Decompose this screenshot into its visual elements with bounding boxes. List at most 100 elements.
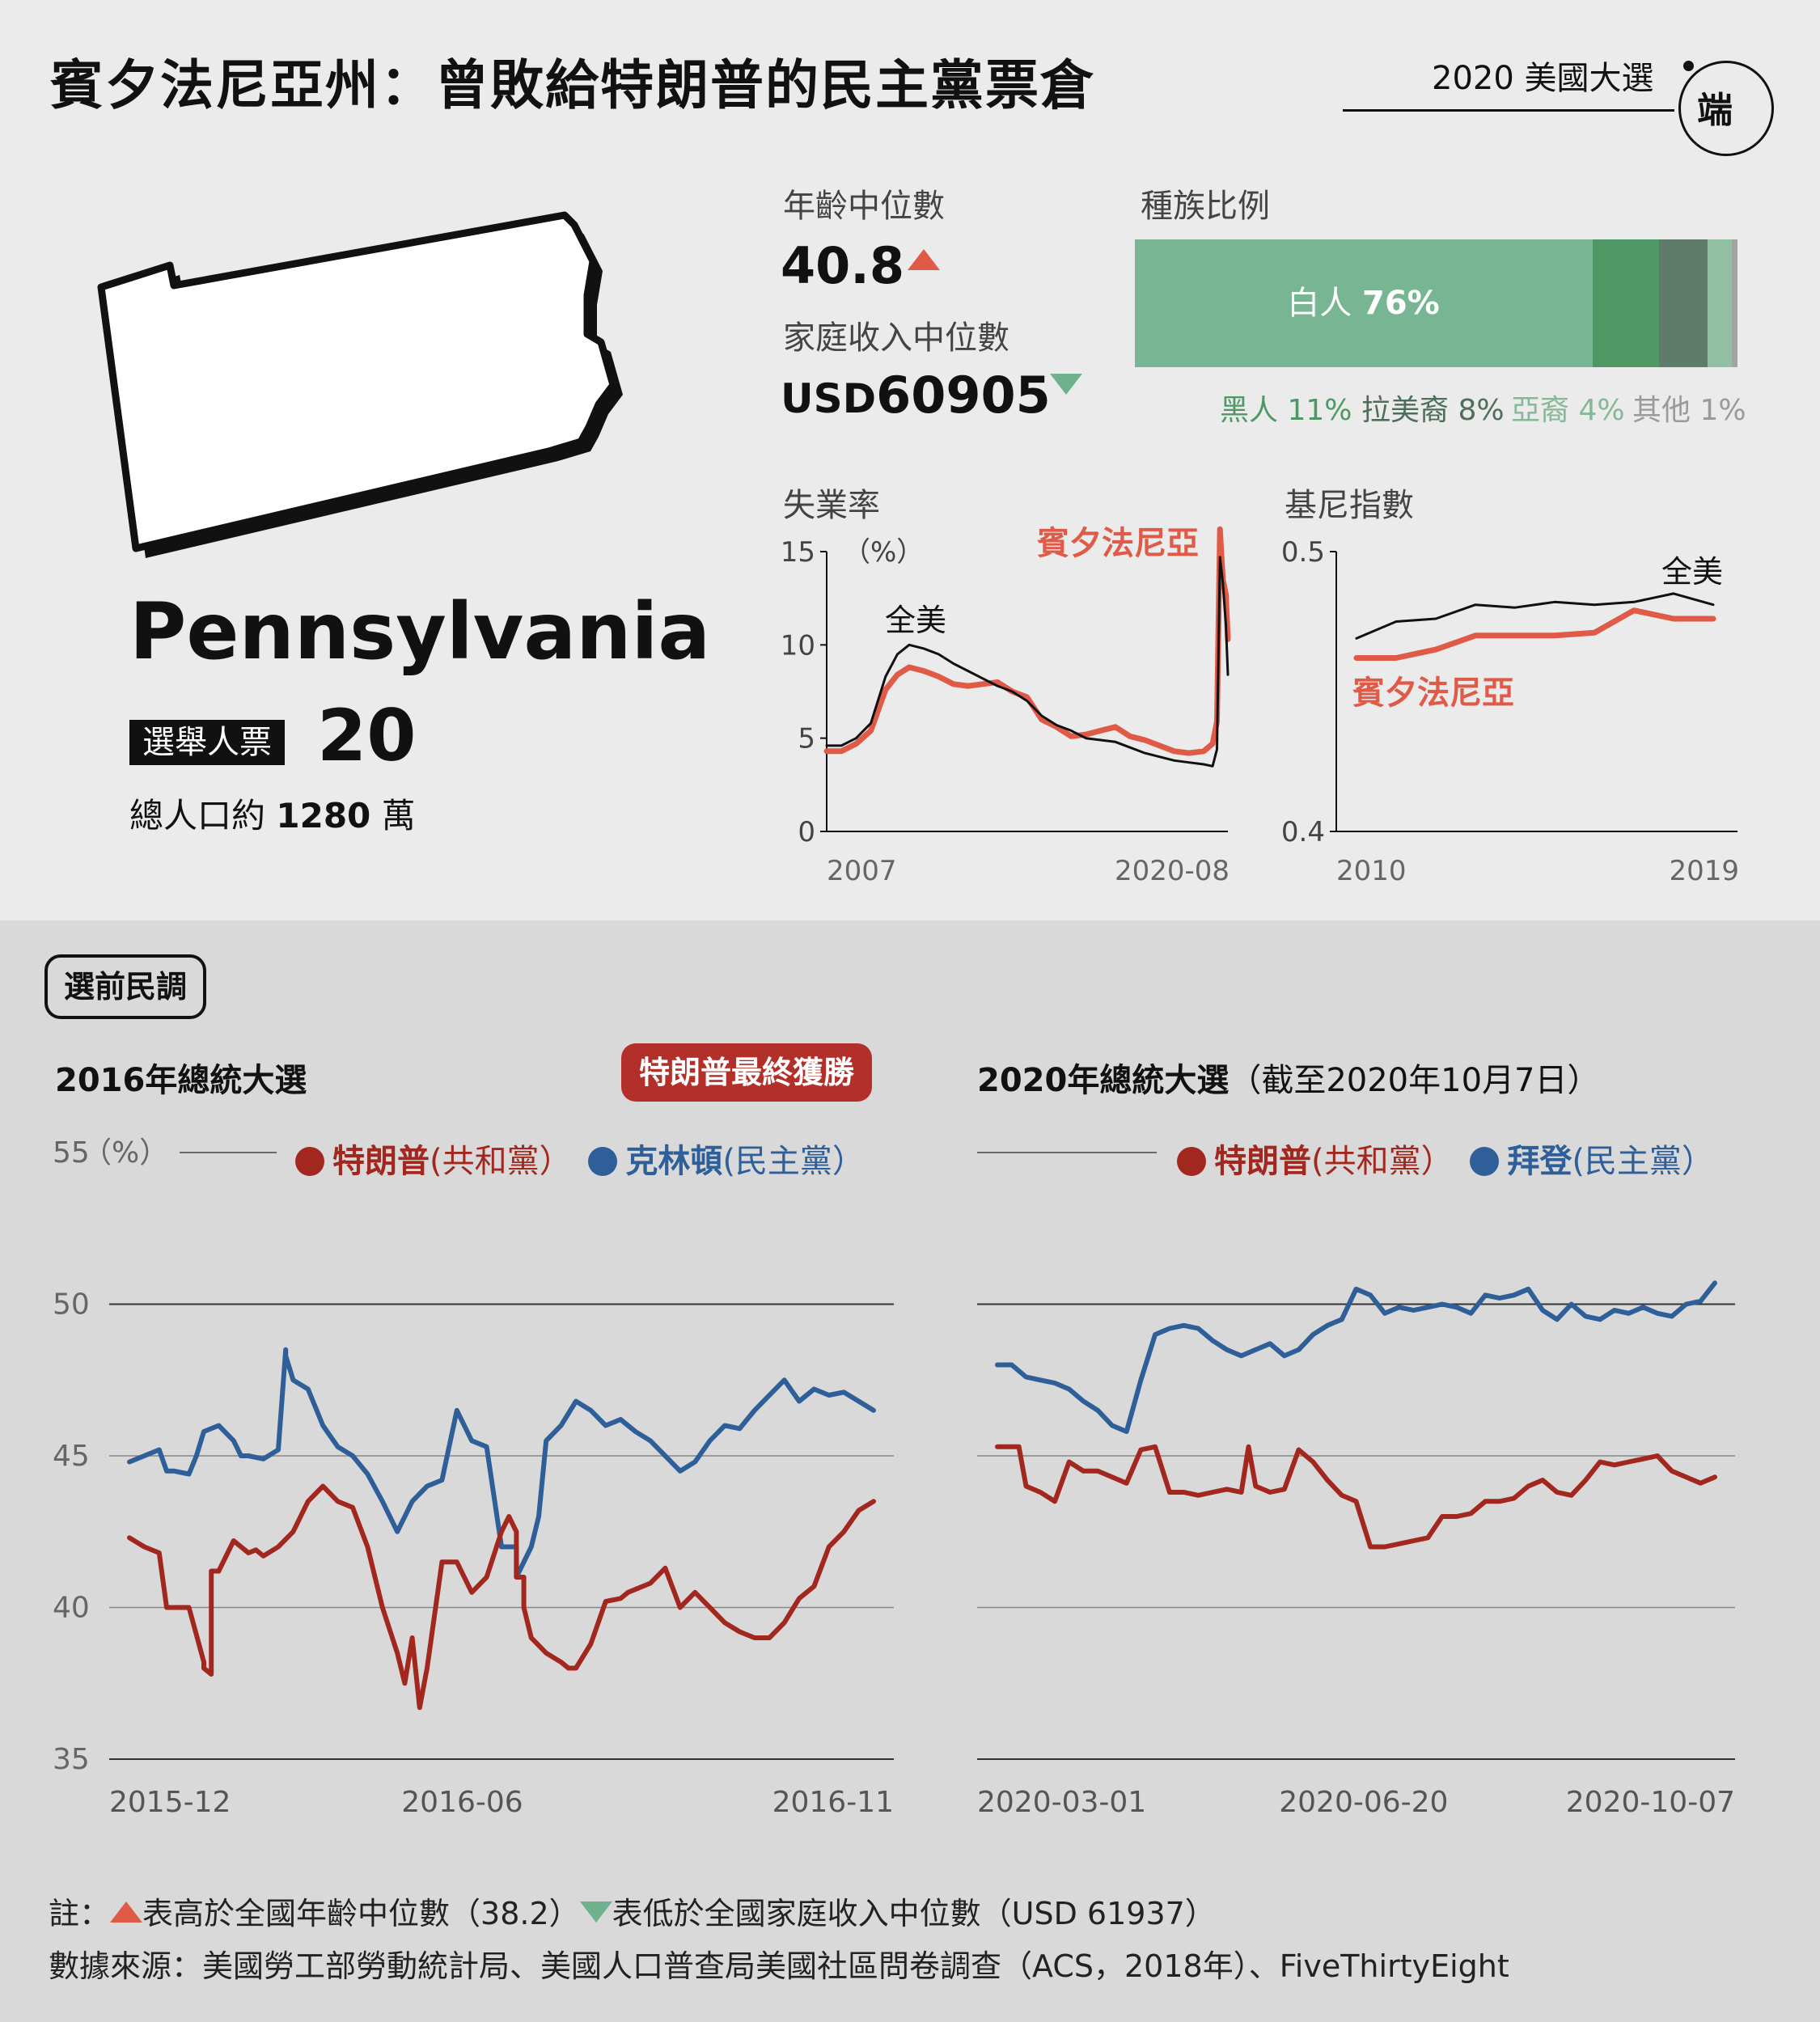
unit-label: （%） [843, 536, 924, 569]
x-tick-label: 2020-03-01 [977, 1786, 1146, 1819]
legend-rep-party: (共和黨） [1311, 1143, 1454, 1180]
clinton-dot-icon [588, 1147, 618, 1176]
poll-2020-title-main: 2020年總統大選 [977, 1062, 1230, 1099]
x-tick-label: 2020-10-07 [1566, 1786, 1735, 1819]
poll-2020-legend: 特朗普(共和黨） 拜登(民主黨） [1177, 1135, 1714, 1182]
race-segment [1707, 239, 1732, 367]
source-line: 數據來源：美國勞工部勞動統計局、美國人口普查局美國社區問卷調查（ACS，2018… [49, 1948, 1509, 1984]
note-income: 表低於全國家庭收入中位數（USD 61937） [612, 1896, 1216, 1931]
biden-dot-icon [1470, 1147, 1500, 1176]
logo-dot [1683, 61, 1694, 71]
y-tick-label: 45 [53, 1440, 90, 1473]
note-line-1: 註： 表高於全國年齡中位數（38.2） 表低於全國家庭收入中位數（USD 61937… [49, 1889, 1216, 1933]
legend-rep-name: 特朗普 [1214, 1143, 1311, 1180]
income-value: USD60905 [781, 366, 1051, 425]
race-legend-name: 其他 [1632, 394, 1691, 427]
x-tick-label: 2020-08 [1115, 855, 1230, 887]
race-legend-hispanic: 拉美裔 8% [1361, 387, 1505, 429]
income-number: 60905 [876, 366, 1051, 425]
race-legend-name: 黑人 [1220, 394, 1279, 427]
population-suffix: 萬 [381, 796, 416, 835]
y-tick-label: 0.5 [1281, 536, 1325, 569]
race-segment [1731, 239, 1737, 367]
y-tick-label: 0.4 [1281, 816, 1325, 848]
population-value: 1280 [276, 796, 371, 835]
y-tick-label: 10 [781, 629, 815, 662]
logo-mark: 端 [1697, 90, 1733, 131]
race-legend-asian: 亞裔 4% [1511, 387, 1625, 429]
note-age: 表高於全國年齡中位數（38.2） [142, 1896, 580, 1931]
series-label-us: 全美 [885, 603, 946, 638]
race-main-label: 白人 76% [1135, 239, 1592, 367]
up-triangle-icon [908, 249, 940, 270]
unit-label: （%） [83, 1136, 168, 1170]
race-main-value: 76% [1361, 285, 1440, 322]
y-tick-label: 15 [781, 536, 815, 569]
series-line-rep [995, 1444, 1717, 1550]
note-prefix: 註： [49, 1896, 111, 1931]
series-line-dem [127, 1347, 876, 1580]
series-line-rep [127, 1483, 876, 1711]
race-label: 種族比例 [1141, 188, 1270, 225]
series-line-pa [823, 526, 1231, 756]
series-line-dem [995, 1280, 1717, 1434]
poll-2020-title: 2020年總統大選（截至2020年10月7日） [977, 1054, 1599, 1101]
down-triangle-icon [1050, 374, 1082, 395]
age-label: 年齡中位數 [783, 188, 945, 225]
poll-2020-title-suffix: （截至2020年10月7日） [1229, 1062, 1600, 1099]
trump-dot-icon [295, 1147, 324, 1176]
y-tick-label: 0 [798, 816, 815, 848]
legend-dem-party: (民主黨） [722, 1143, 865, 1180]
series-line-us [1355, 592, 1715, 640]
race-legend-black: 黑人 11% [1220, 387, 1352, 429]
population-prefix: 總人口約 [129, 796, 266, 835]
race-legend-name: 亞裔 [1511, 394, 1570, 427]
election-tag: 2020 美國大選 [1432, 60, 1654, 97]
legend-dem-name: 克林頓 [625, 1143, 723, 1180]
x-tick-label: 2007 [827, 855, 897, 887]
race-legend-value: 8% [1458, 394, 1505, 427]
race-main-name: 白人 [1287, 285, 1352, 322]
income-label: 家庭收入中位數 [783, 319, 1009, 357]
x-tick-label: 2016-11 [772, 1786, 894, 1819]
state-outline [97, 211, 617, 552]
race-legend-value: 11% [1287, 394, 1352, 427]
race-segment [1659, 239, 1708, 367]
legend-rep-name: 特朗普 [332, 1143, 430, 1180]
state-map [97, 211, 623, 558]
series-label-pa: 賓夕法尼亞 [1037, 525, 1199, 562]
gini-title: 基尼指數 [1285, 487, 1414, 524]
legend-dem-name: 拜登 [1507, 1143, 1572, 1180]
x-tick-label: 2010 [1336, 855, 1407, 887]
y-tick-label: 55 [53, 1136, 90, 1170]
legend-rep-party: (共和黨） [430, 1143, 572, 1180]
poll-2016-title: 2016年總統大選 [55, 1062, 307, 1099]
legend-dem-party: (民主黨） [1572, 1143, 1714, 1180]
poll-2016-legend: 特朗普(共和黨） 克林頓(民主黨） [295, 1135, 865, 1182]
population: 總人口約 1280 萬 [129, 789, 416, 838]
polls-section-label: 選前民調 [44, 954, 207, 1019]
age-value: 40.8 [781, 236, 904, 295]
trump-dot-icon [1177, 1147, 1206, 1176]
series-label-pa: 賓夕法尼亞 [1352, 675, 1514, 712]
race-legend-value: 4% [1578, 394, 1625, 427]
unemployment-title: 失業率 [783, 487, 880, 524]
y-tick-label: 5 [798, 723, 815, 755]
x-tick-label: 2019 [1669, 855, 1739, 887]
race-legend-value: 1% [1699, 394, 1746, 427]
y-tick-label: 50 [53, 1288, 90, 1322]
title-rule [1343, 109, 1674, 112]
series-line-us [825, 556, 1230, 768]
race-segment [1593, 239, 1660, 367]
series-label-us: 全美 [1661, 554, 1723, 590]
brand-logo [1678, 61, 1774, 156]
series-line-pa [1353, 607, 1716, 661]
x-tick-label: 2016-06 [401, 1786, 523, 1819]
state-name: Pennsylvania [129, 586, 711, 677]
income-prefix: USD [781, 375, 877, 422]
electoral-votes-value: 20 [317, 694, 417, 777]
x-tick-label: 2020-06-20 [1279, 1786, 1448, 1819]
y-tick-label: 40 [53, 1592, 90, 1625]
race-bar [1135, 239, 1737, 367]
